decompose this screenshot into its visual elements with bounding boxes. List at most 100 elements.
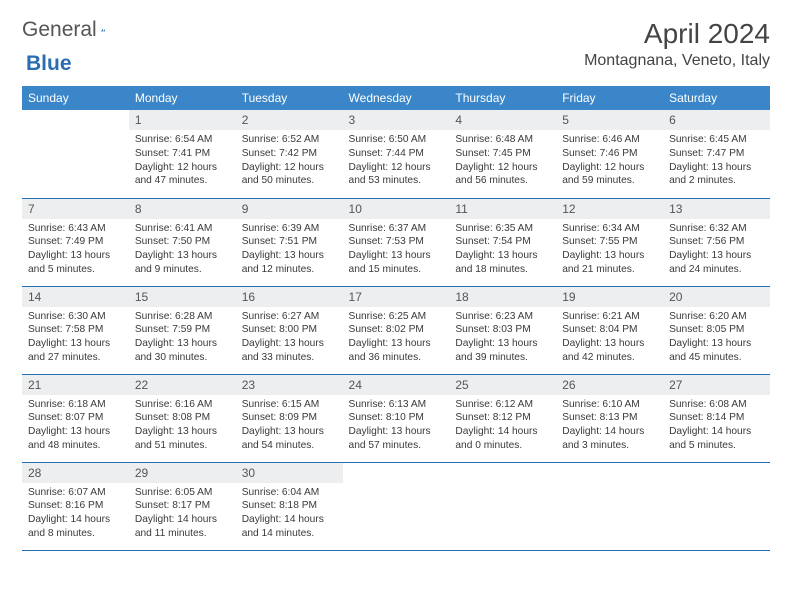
cell-content xyxy=(556,483,663,490)
calendar-cell: 16Sunrise: 6:27 AMSunset: 8:00 PMDayligh… xyxy=(236,286,343,374)
day-number: 7 xyxy=(22,199,129,219)
sunrise-text: Sunrise: 6:25 AM xyxy=(349,310,444,324)
calendar-cell: 12Sunrise: 6:34 AMSunset: 7:55 PMDayligh… xyxy=(556,198,663,286)
sunrise-text: Sunrise: 6:16 AM xyxy=(135,398,230,412)
calendar-cell xyxy=(343,462,450,550)
day-number: 6 xyxy=(663,110,770,130)
sunset-text: Sunset: 7:58 PM xyxy=(28,323,123,337)
sunrise-text: Sunrise: 6:04 AM xyxy=(242,486,337,500)
day-number: 22 xyxy=(129,375,236,395)
sunset-text: Sunset: 8:05 PM xyxy=(669,323,764,337)
sunrise-text: Sunrise: 6:37 AM xyxy=(349,222,444,236)
daylight-text: Daylight: 12 hours and 53 minutes. xyxy=(349,161,444,189)
cell-content: Sunrise: 6:27 AMSunset: 8:00 PMDaylight:… xyxy=(236,307,343,369)
cell-content: Sunrise: 6:45 AMSunset: 7:47 PMDaylight:… xyxy=(663,130,770,192)
day-number: 12 xyxy=(556,199,663,219)
daylight-text: Daylight: 12 hours and 47 minutes. xyxy=(135,161,230,189)
calendar-cell: 7Sunrise: 6:43 AMSunset: 7:49 PMDaylight… xyxy=(22,198,129,286)
cell-content: Sunrise: 6:39 AMSunset: 7:51 PMDaylight:… xyxy=(236,219,343,281)
day-number: 13 xyxy=(663,199,770,219)
day-number: 4 xyxy=(449,110,556,130)
calendar-cell: 22Sunrise: 6:16 AMSunset: 8:08 PMDayligh… xyxy=(129,374,236,462)
day-number: 1 xyxy=(129,110,236,130)
sunrise-text: Sunrise: 6:52 AM xyxy=(242,133,337,147)
cell-content: Sunrise: 6:34 AMSunset: 7:55 PMDaylight:… xyxy=(556,219,663,281)
day-number: 20 xyxy=(663,287,770,307)
sunset-text: Sunset: 7:46 PM xyxy=(562,147,657,161)
calendar-cell: 5Sunrise: 6:46 AMSunset: 7:46 PMDaylight… xyxy=(556,110,663,198)
sunset-text: Sunset: 8:10 PM xyxy=(349,411,444,425)
sunrise-text: Sunrise: 6:07 AM xyxy=(28,486,123,500)
sunrise-text: Sunrise: 6:41 AM xyxy=(135,222,230,236)
sunset-text: Sunset: 8:02 PM xyxy=(349,323,444,337)
cell-content xyxy=(343,483,450,490)
sunset-text: Sunset: 8:00 PM xyxy=(242,323,337,337)
calendar-cell: 27Sunrise: 6:08 AMSunset: 8:14 PMDayligh… xyxy=(663,374,770,462)
calendar-cell: 19Sunrise: 6:21 AMSunset: 8:04 PMDayligh… xyxy=(556,286,663,374)
daylight-text: Daylight: 13 hours and 12 minutes. xyxy=(242,249,337,277)
daylight-text: Daylight: 13 hours and 9 minutes. xyxy=(135,249,230,277)
logo: General xyxy=(22,18,125,42)
daylight-text: Daylight: 14 hours and 8 minutes. xyxy=(28,513,123,541)
cell-content: Sunrise: 6:30 AMSunset: 7:58 PMDaylight:… xyxy=(22,307,129,369)
daylight-text: Daylight: 14 hours and 11 minutes. xyxy=(135,513,230,541)
cell-content: Sunrise: 6:25 AMSunset: 8:02 PMDaylight:… xyxy=(343,307,450,369)
weekday-header: Saturday xyxy=(663,86,770,110)
daylight-text: Daylight: 13 hours and 15 minutes. xyxy=(349,249,444,277)
daylight-text: Daylight: 14 hours and 14 minutes. xyxy=(242,513,337,541)
sunset-text: Sunset: 7:53 PM xyxy=(349,235,444,249)
cell-content: Sunrise: 6:43 AMSunset: 7:49 PMDaylight:… xyxy=(22,219,129,281)
cell-content: Sunrise: 6:52 AMSunset: 7:42 PMDaylight:… xyxy=(236,130,343,192)
daylight-text: Daylight: 13 hours and 5 minutes. xyxy=(28,249,123,277)
month-title: April 2024 xyxy=(584,18,770,50)
cell-content: Sunrise: 6:13 AMSunset: 8:10 PMDaylight:… xyxy=(343,395,450,457)
daylight-text: Daylight: 13 hours and 57 minutes. xyxy=(349,425,444,453)
daylight-text: Daylight: 13 hours and 18 minutes. xyxy=(455,249,550,277)
title-block: April 2024 Montagnana, Veneto, Italy xyxy=(584,18,770,70)
sunset-text: Sunset: 7:50 PM xyxy=(135,235,230,249)
sunset-text: Sunset: 7:54 PM xyxy=(455,235,550,249)
calendar-cell: 8Sunrise: 6:41 AMSunset: 7:50 PMDaylight… xyxy=(129,198,236,286)
day-number: 25 xyxy=(449,375,556,395)
sunrise-text: Sunrise: 6:13 AM xyxy=(349,398,444,412)
calendar-cell: 29Sunrise: 6:05 AMSunset: 8:17 PMDayligh… xyxy=(129,462,236,550)
day-number: 19 xyxy=(556,287,663,307)
cell-content: Sunrise: 6:48 AMSunset: 7:45 PMDaylight:… xyxy=(449,130,556,192)
sunrise-text: Sunrise: 6:05 AM xyxy=(135,486,230,500)
sunset-text: Sunset: 8:03 PM xyxy=(455,323,550,337)
cell-content xyxy=(449,483,556,490)
weekday-header-row: SundayMondayTuesdayWednesdayThursdayFrid… xyxy=(22,86,770,110)
sunset-text: Sunset: 8:17 PM xyxy=(135,499,230,513)
sunrise-text: Sunrise: 6:23 AM xyxy=(455,310,550,324)
day-number: 3 xyxy=(343,110,450,130)
sunrise-text: Sunrise: 6:43 AM xyxy=(28,222,123,236)
day-number: 2 xyxy=(236,110,343,130)
sunset-text: Sunset: 7:47 PM xyxy=(669,147,764,161)
day-number: 30 xyxy=(236,463,343,483)
cell-content: Sunrise: 6:18 AMSunset: 8:07 PMDaylight:… xyxy=(22,395,129,457)
sunrise-text: Sunrise: 6:28 AM xyxy=(135,310,230,324)
calendar-cell: 4Sunrise: 6:48 AMSunset: 7:45 PMDaylight… xyxy=(449,110,556,198)
cell-content: Sunrise: 6:10 AMSunset: 8:13 PMDaylight:… xyxy=(556,395,663,457)
daylight-text: Daylight: 13 hours and 30 minutes. xyxy=(135,337,230,365)
sunset-text: Sunset: 7:56 PM xyxy=(669,235,764,249)
cell-content: Sunrise: 6:05 AMSunset: 8:17 PMDaylight:… xyxy=(129,483,236,545)
sunset-text: Sunset: 8:08 PM xyxy=(135,411,230,425)
sunset-text: Sunset: 8:12 PM xyxy=(455,411,550,425)
daylight-text: Daylight: 13 hours and 21 minutes. xyxy=(562,249,657,277)
cell-content: Sunrise: 6:37 AMSunset: 7:53 PMDaylight:… xyxy=(343,219,450,281)
sunset-text: Sunset: 7:42 PM xyxy=(242,147,337,161)
sunrise-text: Sunrise: 6:50 AM xyxy=(349,133,444,147)
cell-content: Sunrise: 6:54 AMSunset: 7:41 PMDaylight:… xyxy=(129,130,236,192)
cell-content: Sunrise: 6:50 AMSunset: 7:44 PMDaylight:… xyxy=(343,130,450,192)
calendar-cell: 11Sunrise: 6:35 AMSunset: 7:54 PMDayligh… xyxy=(449,198,556,286)
calendar-cell: 14Sunrise: 6:30 AMSunset: 7:58 PMDayligh… xyxy=(22,286,129,374)
calendar-cell: 1Sunrise: 6:54 AMSunset: 7:41 PMDaylight… xyxy=(129,110,236,198)
day-number: 24 xyxy=(343,375,450,395)
daylight-text: Daylight: 13 hours and 39 minutes. xyxy=(455,337,550,365)
calendar-table: SundayMondayTuesdayWednesdayThursdayFrid… xyxy=(22,86,770,551)
sunrise-text: Sunrise: 6:18 AM xyxy=(28,398,123,412)
daylight-text: Daylight: 13 hours and 2 minutes. xyxy=(669,161,764,189)
calendar-row: 14Sunrise: 6:30 AMSunset: 7:58 PMDayligh… xyxy=(22,286,770,374)
day-number: 17 xyxy=(343,287,450,307)
